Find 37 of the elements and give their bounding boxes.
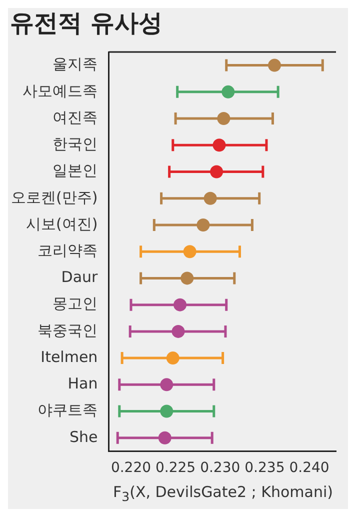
point [158, 431, 172, 444]
y-tick-label: 시보(여진) [26, 214, 98, 233]
point [160, 404, 174, 418]
point [217, 112, 230, 126]
x-tick-label: 0.235 [244, 460, 285, 476]
point [183, 245, 196, 258]
point [210, 165, 224, 178]
y-tick-label: Han [68, 374, 98, 393]
point [196, 218, 210, 232]
x-tick-label: 0.225 [156, 460, 196, 476]
y-tick-label: 북중국인 [38, 321, 98, 340]
x-tick-label: 0.230 [200, 460, 240, 476]
y-tick-label: She [69, 428, 98, 446]
point [174, 298, 187, 312]
y-tick-label: 사모예드족 [22, 82, 98, 100]
y-tick-label: Itelmen [40, 348, 98, 366]
y-tick-label: 오로켄(만주) [10, 188, 98, 206]
point [160, 378, 174, 392]
y-tick-label: 야쿠트족 [38, 401, 98, 420]
chart-title: 유전적 유사성 [9, 8, 164, 39]
x-axis-title: F$_{3}$(X, DevilsGate2 ; Khomani) [112, 482, 334, 506]
x-tick-label: 0.240 [289, 460, 330, 476]
point [268, 58, 281, 72]
x-tick-label: 0.220 [110, 460, 152, 476]
y-tick-label: 코리약족 [38, 241, 98, 260]
y-tick-label: 울지족 [52, 55, 98, 74]
point [172, 324, 185, 338]
y-tick-label: 일본인 [52, 162, 98, 180]
point [180, 272, 194, 285]
y-tick-label: 여진족 [52, 108, 98, 126]
y-tick-label: 몽고인 [52, 294, 98, 313]
point [204, 192, 217, 205]
point [166, 352, 180, 365]
y-tick-label: 한국인 [52, 135, 98, 154]
point [222, 85, 235, 98]
y-tick-label: Daur [61, 268, 99, 286]
point [212, 138, 226, 152]
